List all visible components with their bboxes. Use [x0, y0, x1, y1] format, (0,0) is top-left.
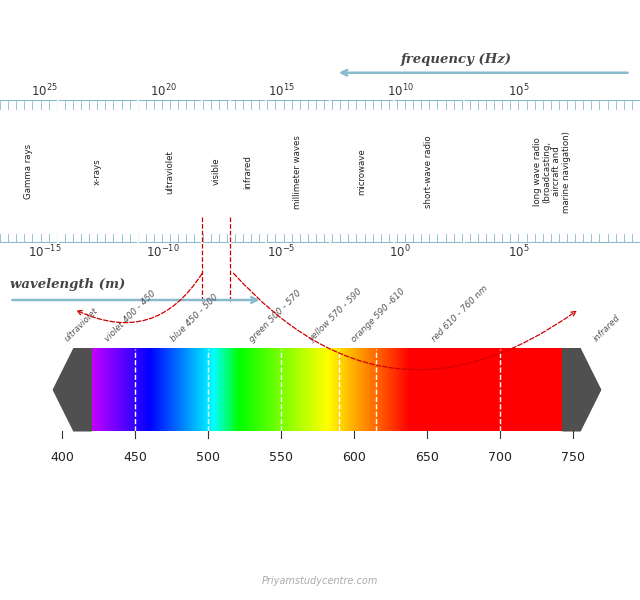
Text: infrared: infrared	[243, 155, 253, 188]
Text: infrared: infrared	[592, 313, 622, 344]
Text: 500: 500	[196, 451, 220, 464]
Text: Wavelength of visible light: Wavelength of visible light	[21, 19, 333, 38]
Text: $10^{-15}$: $10^{-15}$	[28, 244, 61, 260]
Text: 400: 400	[50, 451, 74, 464]
Text: visible: visible	[211, 158, 221, 185]
Text: $10^{15}$: $10^{15}$	[268, 82, 295, 99]
Text: $10^{0}$: $10^{0}$	[389, 244, 411, 260]
Text: violet 400 - 450: violet 400 - 450	[103, 289, 157, 344]
Text: orange 590 -610: orange 590 -610	[349, 286, 407, 344]
Polygon shape	[53, 349, 92, 431]
Text: 700: 700	[488, 451, 512, 464]
Polygon shape	[563, 349, 601, 431]
Text: ultraviolet: ultraviolet	[62, 307, 99, 344]
Text: $10^{10}$: $10^{10}$	[387, 82, 413, 99]
Text: Priyamstudycentre.com: Priyamstudycentre.com	[262, 576, 378, 586]
Text: wavelength (m): wavelength (m)	[10, 278, 125, 290]
Text: yellow 570 - 590: yellow 570 - 590	[307, 287, 364, 344]
Text: $10^{25}$: $10^{25}$	[31, 82, 58, 99]
Text: millimeter waves: millimeter waves	[293, 134, 302, 209]
Text: 450: 450	[123, 451, 147, 464]
Text: $10^{5}$: $10^{5}$	[508, 82, 529, 99]
Text: blue 450 - 500: blue 450 - 500	[168, 293, 220, 344]
Text: 750: 750	[561, 451, 585, 464]
Text: $10^{5}$: $10^{5}$	[508, 244, 529, 260]
Text: 600: 600	[342, 451, 366, 464]
Text: green 500 - 570: green 500 - 570	[248, 288, 303, 344]
Text: ultraviolet: ultraviolet	[165, 149, 174, 194]
Text: 550: 550	[269, 451, 293, 464]
Text: frequency (Hz): frequency (Hz)	[401, 53, 512, 66]
Text: $10^{20}$: $10^{20}$	[150, 82, 177, 99]
Text: short-wave radio: short-wave radio	[424, 135, 433, 208]
Text: 650: 650	[415, 451, 439, 464]
Text: $10^{-10}$: $10^{-10}$	[147, 244, 180, 260]
Text: $10^{-5}$: $10^{-5}$	[268, 244, 296, 260]
Text: Gamma rays: Gamma rays	[24, 144, 33, 199]
Text: red 610 - 760 nm: red 610 - 760 nm	[430, 284, 490, 344]
Text: long wave radio
(broadcasting,
aircraft and
marine navigation): long wave radio (broadcasting, aircraft …	[533, 131, 571, 212]
Text: x-rays: x-rays	[93, 158, 102, 185]
Text: microwave: microwave	[357, 148, 366, 195]
